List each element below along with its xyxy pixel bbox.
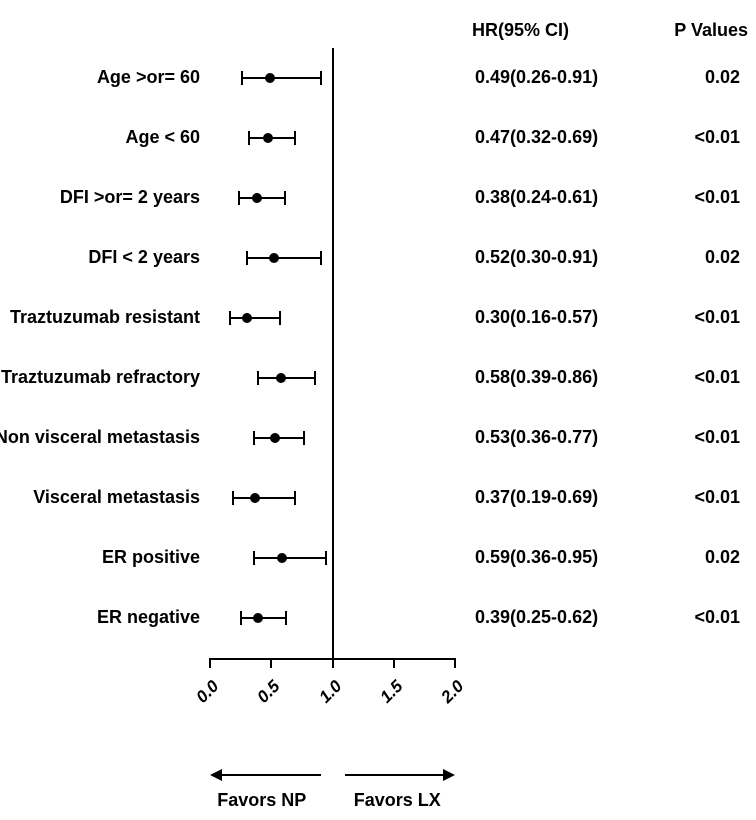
row-label: ER positive (102, 547, 200, 568)
arrow-head-right-icon (443, 769, 455, 781)
ci-line (230, 317, 280, 319)
x-tick-label: 0.5 (254, 677, 285, 708)
reference-line (332, 48, 334, 658)
ci-cap (241, 71, 243, 85)
row-label: DFI >or= 2 years (60, 187, 200, 208)
p-value: 0.02 (705, 67, 740, 88)
favors-left-label: Favors NP (217, 790, 306, 811)
ci-cap (294, 491, 296, 505)
row-label: Visceral metastasis (33, 487, 200, 508)
row-label: Age < 60 (125, 127, 200, 148)
p-value: <0.01 (694, 127, 740, 148)
ci-cap (285, 611, 287, 625)
ci-line (241, 617, 286, 619)
hr-text: 0.59(0.36-0.95) (475, 547, 598, 568)
x-tick-label: 0.0 (192, 677, 223, 708)
ci-line (233, 497, 294, 499)
hr-point (252, 193, 262, 203)
p-value: 0.02 (705, 547, 740, 568)
arrow-head-left-icon (210, 769, 222, 781)
x-tick-label: 2.0 (437, 677, 468, 708)
ci-cap (257, 371, 259, 385)
hr-text: 0.52(0.30-0.91) (475, 247, 598, 268)
ci-line (242, 77, 322, 79)
forest-plot: HR(95% CI) P Values Favors NP Favors LX … (0, 0, 756, 820)
hr-point (269, 253, 279, 263)
ci-cap (248, 131, 250, 145)
x-tick (209, 658, 211, 668)
ci-cap (303, 431, 305, 445)
hr-text: 0.58(0.39-0.86) (475, 367, 598, 388)
column-header-p: P Values (674, 20, 748, 41)
hr-point (277, 553, 287, 563)
hr-point (242, 313, 252, 323)
favors-right-arrow (345, 774, 446, 776)
x-tick (393, 658, 395, 668)
p-value: <0.01 (694, 307, 740, 328)
p-value: <0.01 (694, 487, 740, 508)
hr-text: 0.49(0.26-0.91) (475, 67, 598, 88)
favors-right-label: Favors LX (354, 790, 441, 811)
row-label: ER negative (97, 607, 200, 628)
ci-cap (240, 611, 242, 625)
row-label: DFI < 2 years (88, 247, 200, 268)
hr-point (263, 133, 273, 143)
row-label: Age >or= 60 (97, 67, 200, 88)
ci-line (247, 257, 322, 259)
ci-cap (229, 311, 231, 325)
ci-cap (320, 251, 322, 265)
ci-line (254, 557, 326, 559)
hr-text: 0.53(0.36-0.77) (475, 427, 598, 448)
ci-line (258, 377, 316, 379)
hr-point (270, 433, 280, 443)
ci-cap (294, 131, 296, 145)
hr-point (250, 493, 260, 503)
p-value: <0.01 (694, 367, 740, 388)
hr-point (276, 373, 286, 383)
x-tick-label: 1.0 (315, 677, 346, 708)
hr-text: 0.37(0.19-0.69) (475, 487, 598, 508)
ci-cap (279, 311, 281, 325)
hr-text: 0.47(0.32-0.69) (475, 127, 598, 148)
ci-cap (325, 551, 327, 565)
hr-point (253, 613, 263, 623)
ci-cap (314, 371, 316, 385)
ci-cap (246, 251, 248, 265)
hr-text: 0.39(0.25-0.62) (475, 607, 598, 628)
row-label: Traztuzumab refractory (1, 367, 200, 388)
hr-point (265, 73, 275, 83)
hr-text: 0.38(0.24-0.61) (475, 187, 598, 208)
p-value: <0.01 (694, 187, 740, 208)
row-label: Traztuzumab resistant (10, 307, 200, 328)
p-value: <0.01 (694, 607, 740, 628)
ci-cap (320, 71, 322, 85)
ci-line (239, 197, 284, 199)
ci-cap (284, 191, 286, 205)
x-tick (454, 658, 456, 668)
x-tick (332, 658, 334, 668)
ci-cap (238, 191, 240, 205)
hr-text: 0.30(0.16-0.57) (475, 307, 598, 328)
x-tick-label: 1.5 (376, 677, 407, 708)
p-value: <0.01 (694, 427, 740, 448)
row-label: Non visceral metastasis (0, 427, 200, 448)
ci-cap (253, 431, 255, 445)
x-tick (270, 658, 272, 668)
p-value: 0.02 (705, 247, 740, 268)
column-header-hr: HR(95% CI) (472, 20, 569, 41)
ci-cap (253, 551, 255, 565)
favors-left-arrow (220, 774, 321, 776)
ci-cap (232, 491, 234, 505)
